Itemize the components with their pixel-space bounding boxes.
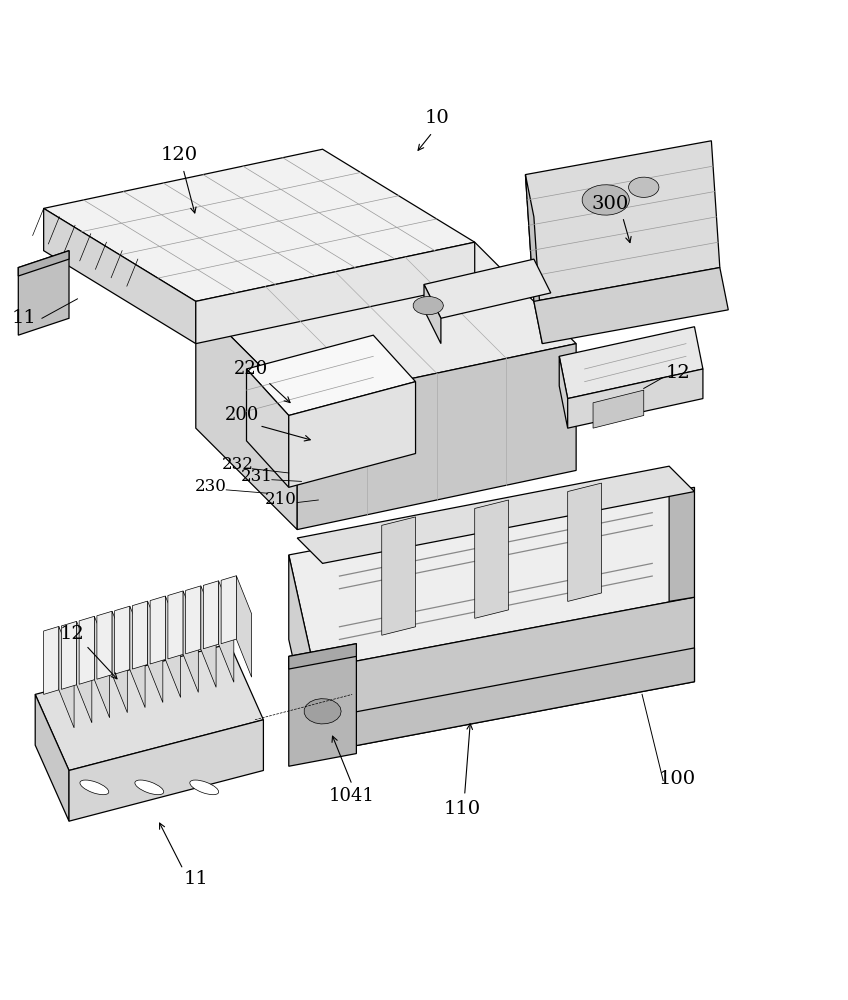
Polygon shape	[559, 327, 703, 399]
Polygon shape	[475, 500, 509, 618]
Polygon shape	[314, 597, 695, 754]
Text: 1041: 1041	[329, 787, 375, 805]
Polygon shape	[289, 382, 416, 487]
Polygon shape	[79, 616, 94, 684]
Ellipse shape	[190, 780, 219, 795]
Polygon shape	[97, 611, 112, 679]
Text: 12: 12	[59, 625, 84, 643]
Polygon shape	[59, 626, 74, 728]
Polygon shape	[150, 596, 165, 664]
Polygon shape	[628, 177, 659, 197]
Polygon shape	[130, 606, 145, 708]
Polygon shape	[424, 284, 441, 344]
Text: 10: 10	[424, 109, 449, 127]
Polygon shape	[413, 297, 444, 315]
Polygon shape	[196, 242, 475, 344]
Polygon shape	[424, 259, 551, 318]
Ellipse shape	[80, 780, 109, 795]
Text: 100: 100	[659, 770, 696, 788]
Polygon shape	[526, 175, 543, 344]
Polygon shape	[289, 483, 695, 669]
Polygon shape	[221, 576, 237, 644]
Polygon shape	[183, 591, 198, 692]
Polygon shape	[593, 390, 644, 428]
Polygon shape	[559, 356, 567, 428]
Polygon shape	[297, 466, 695, 563]
Polygon shape	[19, 251, 69, 276]
Text: 11: 11	[183, 870, 208, 888]
Polygon shape	[247, 335, 416, 415]
Polygon shape	[304, 699, 341, 724]
Polygon shape	[186, 586, 201, 654]
Polygon shape	[112, 611, 127, 713]
Polygon shape	[583, 185, 629, 215]
Polygon shape	[567, 483, 601, 601]
Text: 220: 220	[233, 360, 268, 378]
Polygon shape	[247, 369, 289, 487]
Text: 200: 200	[225, 406, 259, 424]
Polygon shape	[534, 268, 728, 344]
Polygon shape	[43, 208, 196, 344]
Text: 110: 110	[444, 800, 481, 818]
Text: 210: 210	[265, 491, 296, 508]
Polygon shape	[526, 141, 720, 301]
Polygon shape	[94, 616, 109, 718]
Polygon shape	[165, 596, 181, 697]
Polygon shape	[289, 644, 356, 766]
Text: 232: 232	[222, 456, 254, 473]
Polygon shape	[382, 517, 416, 635]
Polygon shape	[19, 251, 69, 335]
Polygon shape	[196, 242, 576, 403]
Polygon shape	[314, 648, 695, 754]
Text: 12: 12	[665, 364, 690, 382]
Polygon shape	[168, 591, 183, 659]
Polygon shape	[297, 344, 576, 530]
Text: 231: 231	[241, 468, 272, 485]
Text: 300: 300	[591, 195, 628, 213]
Polygon shape	[43, 626, 59, 694]
Polygon shape	[114, 606, 130, 674]
Text: 230: 230	[195, 478, 227, 495]
Polygon shape	[237, 576, 252, 677]
Text: 11: 11	[12, 309, 36, 327]
Text: 120: 120	[160, 146, 198, 164]
Polygon shape	[76, 621, 92, 723]
Polygon shape	[204, 581, 219, 649]
Polygon shape	[669, 487, 695, 601]
Polygon shape	[36, 694, 69, 821]
Ellipse shape	[135, 780, 164, 795]
Polygon shape	[148, 601, 163, 703]
Polygon shape	[132, 601, 148, 669]
Polygon shape	[36, 644, 264, 770]
Polygon shape	[201, 586, 216, 687]
Polygon shape	[43, 149, 475, 301]
Polygon shape	[61, 621, 76, 689]
Polygon shape	[289, 555, 314, 754]
Polygon shape	[69, 720, 264, 821]
Polygon shape	[289, 644, 356, 669]
Polygon shape	[219, 581, 234, 682]
Polygon shape	[196, 301, 297, 530]
Polygon shape	[567, 369, 703, 428]
